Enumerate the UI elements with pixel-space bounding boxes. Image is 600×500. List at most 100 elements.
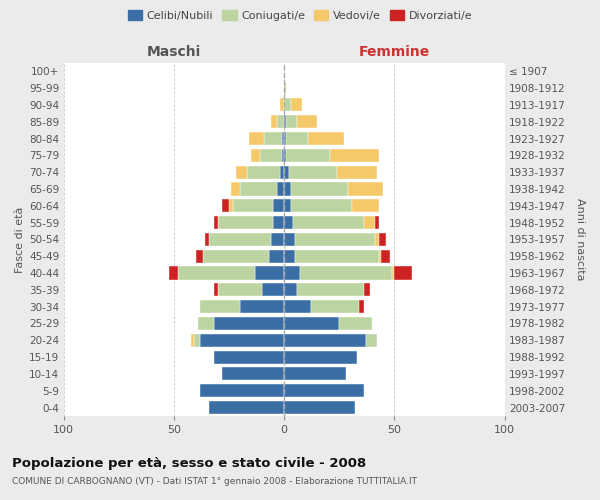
Bar [286,115,298,128]
Y-axis label: Fasce di età: Fasce di età [15,206,25,272]
Bar [352,199,379,212]
Bar [298,115,317,128]
Bar [284,334,366,347]
Legend: Celibi/Nubili, Coniugati/e, Vedovi/e, Divorziati/e: Celibi/Nubili, Coniugati/e, Vedovi/e, Di… [124,6,476,25]
Bar [284,98,291,112]
Bar [231,182,240,196]
Bar [286,132,308,145]
Bar [196,250,203,263]
Bar [284,384,364,398]
Bar [311,300,359,313]
Bar [209,233,271,246]
Bar [284,300,311,313]
Bar [200,334,284,347]
Bar [284,284,298,296]
Bar [293,216,364,229]
Bar [256,266,284,280]
Bar [223,199,229,212]
Bar [284,115,286,128]
Bar [191,334,194,347]
Bar [214,350,284,364]
Bar [218,284,262,296]
Bar [233,199,273,212]
Bar [209,401,284,414]
Bar [277,115,284,128]
Bar [251,149,260,162]
Bar [394,266,412,280]
Bar [240,300,284,313]
Bar [214,317,284,330]
Bar [262,284,284,296]
Bar [282,132,284,145]
Bar [280,98,284,112]
Bar [392,266,394,280]
Bar [374,233,379,246]
Bar [284,317,339,330]
Bar [273,199,284,212]
Bar [289,166,337,178]
Text: Popolazione per età, sesso e stato civile - 2008: Popolazione per età, sesso e stato civil… [12,458,366,470]
Bar [298,284,364,296]
Bar [348,182,383,196]
Bar [280,166,284,178]
Bar [286,149,331,162]
Bar [198,317,214,330]
Bar [284,368,346,380]
Bar [364,284,370,296]
Bar [214,216,218,229]
Bar [271,115,277,128]
Bar [295,250,379,263]
Bar [291,199,352,212]
Bar [169,266,178,280]
Bar [203,250,269,263]
Bar [200,300,240,313]
Bar [200,384,284,398]
Bar [379,233,386,246]
Bar [273,216,284,229]
Bar [284,233,295,246]
Bar [214,284,218,296]
Bar [229,199,233,212]
Bar [277,182,284,196]
Text: Femmine: Femmine [359,46,430,60]
Bar [284,149,286,162]
Bar [264,132,282,145]
Text: Maschi: Maschi [147,46,201,60]
Bar [247,166,280,178]
Bar [282,149,284,162]
Bar [269,250,284,263]
Bar [284,166,289,178]
Bar [364,216,374,229]
Bar [339,317,373,330]
Bar [359,300,364,313]
Bar [284,132,286,145]
Bar [284,216,293,229]
Bar [178,266,256,280]
Bar [223,368,284,380]
Bar [366,334,377,347]
Bar [308,132,344,145]
Bar [291,182,348,196]
Bar [240,182,277,196]
Y-axis label: Anni di nascita: Anni di nascita [575,198,585,280]
Bar [271,233,284,246]
Text: COMUNE DI CARBOGNANO (VT) - Dati ISTAT 1° gennaio 2008 - Elaborazione TUTTITALIA: COMUNE DI CARBOGNANO (VT) - Dati ISTAT 1… [12,478,417,486]
Bar [284,199,291,212]
Bar [299,266,392,280]
Bar [381,250,390,263]
Bar [291,98,302,112]
Bar [337,166,377,178]
Bar [331,149,379,162]
Bar [249,132,264,145]
Bar [284,82,286,94]
Bar [236,166,247,178]
Bar [284,401,355,414]
Bar [374,216,379,229]
Bar [284,182,291,196]
Bar [284,266,299,280]
Bar [379,250,381,263]
Bar [194,334,200,347]
Bar [218,216,273,229]
Bar [284,250,295,263]
Bar [260,149,282,162]
